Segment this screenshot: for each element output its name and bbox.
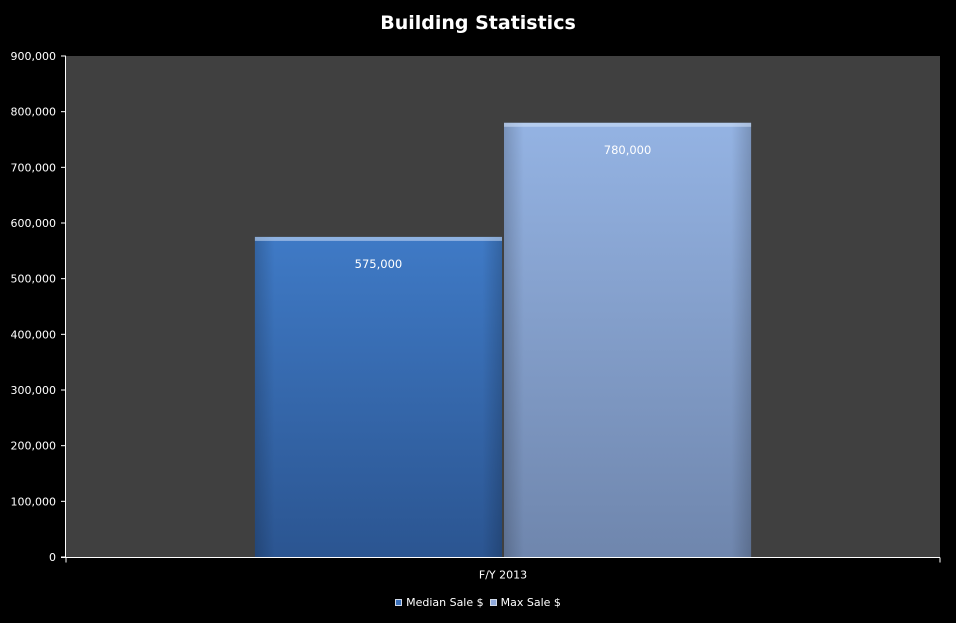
bars — [254, 122, 752, 558]
y-tick-label: 700,000 — [11, 161, 57, 174]
data-labels: 575,000 780,000 — [355, 143, 652, 271]
y-tick-label: 800,000 — [11, 106, 57, 119]
y-tick-label: 0 — [49, 551, 56, 564]
y-tick-label: 500,000 — [11, 273, 57, 286]
legend: Median Sale $ Max Sale $ — [0, 596, 956, 609]
bar-top-highlight — [504, 122, 752, 127]
bar-shading — [254, 236, 502, 557]
legend-item: Max Sale $ — [489, 596, 561, 609]
y-tick-label: 400,000 — [11, 328, 57, 341]
y-axis: 0 100,000 200,000 300,000 400,000 500,000 600,… — [11, 50, 66, 564]
x-tick-label: F/Y 2013 — [479, 569, 527, 582]
legend-label: Median Sale $ — [406, 596, 484, 609]
bar-top-highlight — [254, 236, 502, 241]
plot-area — [66, 56, 940, 557]
y-tick-label: 300,000 — [11, 384, 57, 397]
legend-swatch — [395, 599, 403, 606]
y-tick-label: 100,000 — [11, 495, 57, 508]
legend-item: Median Sale $ — [395, 596, 484, 609]
data-label: 575,000 — [355, 257, 403, 271]
x-axis: F/Y 2013 — [61, 557, 941, 582]
legend-label: Max Sale $ — [500, 596, 561, 609]
chart-title: Building Statistics — [380, 12, 576, 34]
legend-swatch — [489, 599, 497, 606]
y-tick-label: 600,000 — [11, 217, 57, 230]
bar-shading — [504, 122, 752, 558]
y-tick-label: 900,000 — [11, 50, 57, 63]
y-tick-label: 200,000 — [11, 440, 57, 453]
data-label: 780,000 — [604, 143, 652, 157]
